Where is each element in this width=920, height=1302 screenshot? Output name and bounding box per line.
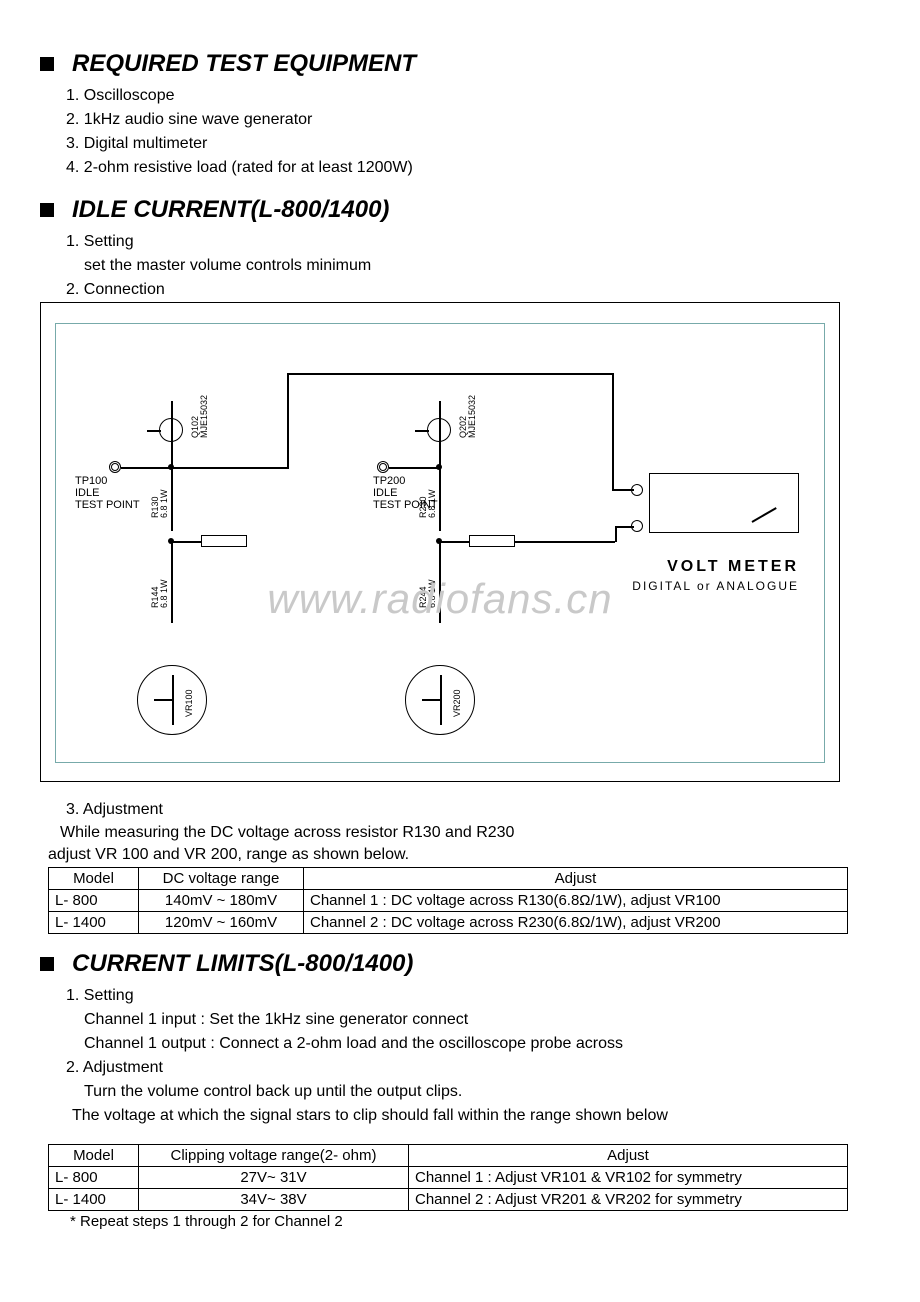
heading-text: REQUIRED TEST EQUIPMENT [72,50,416,78]
cell: L- 800 [49,889,139,911]
label-q202: Q202MJE15032 [459,395,477,438]
limits-step: 1. Setting [66,984,890,1008]
idle-adj-text: While measuring the DC voltage across re… [60,822,890,844]
limits-step-sub: Channel 1 output : Connect a 2-ohm load … [84,1032,890,1056]
label-vr100: VR100 [185,689,194,717]
cell: L- 1400 [49,1188,139,1210]
voltmeter-subtitle: DIGITAL or ANALOGUE [632,579,799,593]
cell: L- 1400 [49,911,139,933]
table-row: Model Clipping voltage range(2- ohm) Adj… [49,1144,848,1166]
table-row: L- 1400 120mV ~ 160mV Channel 2 : DC vol… [49,911,848,933]
col-clip-range: Clipping voltage range(2- ohm) [139,1144,409,1166]
limits-step-sub: Channel 1 input : Set the 1kHz sine gene… [84,1008,890,1032]
col-model: Model [49,867,139,889]
table-limits: Model Clipping voltage range(2- ohm) Adj… [48,1144,848,1211]
idle-step: 3. Adjustment [66,798,890,822]
col-model: Model [49,1144,139,1166]
table-row: L- 800 27V~ 31V Channel 1 : Adjust VR101… [49,1166,848,1188]
connection-diagram: Q102MJE15032 TP100IDLETEST POINT R1306.8… [40,302,840,782]
bullet-icon [40,203,54,217]
cell: 140mV ~ 180mV [139,889,304,911]
table-row: L- 1400 34V~ 38V Channel 2 : Adjust VR20… [49,1188,848,1210]
table-row: L- 800 140mV ~ 180mV Channel 1 : DC volt… [49,889,848,911]
voltmeter-title: VOLT METER [667,558,799,576]
limits-step-sub: The voltage at which the signal stars to… [72,1104,890,1128]
table-row: Model DC voltage range Adjust [49,867,848,889]
cell: Channel 2 : DC voltage across R230(6.8Ω/… [304,911,848,933]
heading-text: IDLE CURRENT(L-800/1400) [72,196,389,224]
watermark-text: www.radiofans.cn [267,575,612,623]
label-r144: R1446.8 1W [151,579,169,608]
idle-step: 2. Connection [66,278,890,302]
heading-idle: IDLE CURRENT(L-800/1400) [40,196,890,224]
limits-step: 2. Adjustment [66,1056,890,1080]
col-dc-range: DC voltage range [139,867,304,889]
cell: Channel 1 : Adjust VR101 & VR102 for sym… [409,1166,848,1188]
repeat-note: * Repeat steps 1 through 2 for Channel 2 [70,1213,890,1230]
heading-limits: CURRENT LIMITS(L-800/1400) [40,950,890,978]
cell: 34V~ 38V [139,1188,409,1210]
cell: L- 800 [49,1166,139,1188]
bullet-icon [40,957,54,971]
equipment-item: 1. Oscilloscope [66,84,890,108]
limits-step-sub: Turn the volume control back up until th… [84,1080,890,1104]
idle-step-sub: set the master volume controls minimum [84,254,890,278]
cell: 120mV ~ 160mV [139,911,304,933]
label-vr200: VR200 [453,689,462,717]
equipment-item: 3. Digital multimeter [66,132,890,156]
col-adjust: Adjust [304,867,848,889]
cell: Channel 1 : DC voltage across R130(6.8Ω/… [304,889,848,911]
label-r230: R2306.8 1W [419,489,437,518]
heading-equipment: REQUIRED TEST EQUIPMENT [40,50,890,78]
heading-text: CURRENT LIMITS(L-800/1400) [72,950,413,978]
idle-adj-text: adjust VR 100 and VR 200, range as shown… [48,844,890,866]
label-q102: Q102MJE15032 [191,395,209,438]
cell: Channel 2 : Adjust VR201 & VR202 for sym… [409,1188,848,1210]
cell: 27V~ 31V [139,1166,409,1188]
voltmeter-box [649,473,799,533]
label-tp100: TP100IDLETEST POINT [75,475,140,511]
table-idle: Model DC voltage range Adjust L- 800 140… [48,867,848,934]
equipment-item: 4. 2-ohm resistive load (rated for at le… [66,156,890,180]
equipment-item: 2. 1kHz audio sine wave generator [66,108,890,132]
col-adjust: Adjust [409,1144,848,1166]
label-r130: R1306.8 1W [151,489,169,518]
idle-step: 1. Setting [66,230,890,254]
bullet-icon [40,57,54,71]
